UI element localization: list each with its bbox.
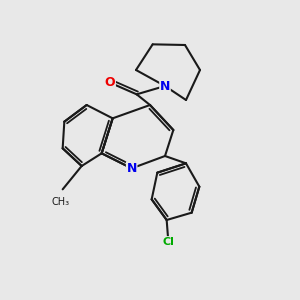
Text: Cl: Cl	[162, 237, 174, 247]
Text: N: N	[127, 162, 137, 175]
Text: CH₃: CH₃	[52, 197, 70, 207]
Text: O: O	[105, 76, 115, 89]
Text: N: N	[160, 80, 170, 92]
